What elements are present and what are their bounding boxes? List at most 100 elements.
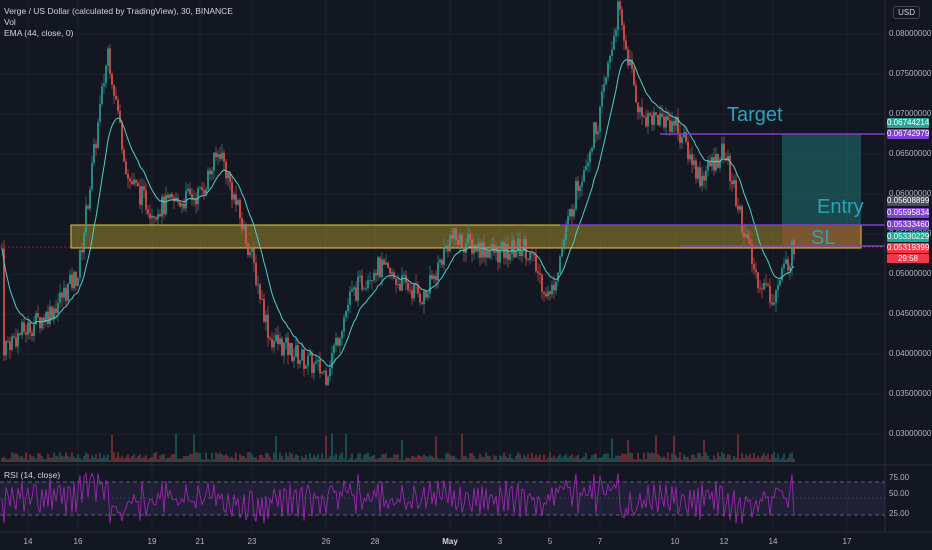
volume-bar xyxy=(599,457,601,462)
volume-bar xyxy=(371,455,373,462)
volume-bar xyxy=(419,455,421,462)
volume-bar xyxy=(279,452,281,462)
date-tick-label: 26 xyxy=(321,537,331,546)
candle-body xyxy=(57,302,59,313)
date-tick-label: 12 xyxy=(719,537,729,546)
candle-body xyxy=(627,49,629,66)
volume-bar xyxy=(681,459,683,462)
volume-bar xyxy=(311,457,313,462)
candle-body xyxy=(229,172,231,183)
candle-body xyxy=(211,170,213,175)
candle-body xyxy=(273,341,275,348)
candle-body xyxy=(651,115,653,125)
candle-body xyxy=(701,175,703,187)
candle-body xyxy=(467,234,469,244)
volume-bar xyxy=(551,457,553,462)
candle-body xyxy=(181,203,183,207)
candle-body xyxy=(773,302,775,305)
volume-bar xyxy=(181,458,183,462)
volume-bar xyxy=(215,452,217,462)
volume-bar xyxy=(179,458,181,462)
volume-bar xyxy=(627,439,629,462)
volume-bar xyxy=(265,452,267,462)
volume-legend[interactable]: Vol xyxy=(4,17,16,27)
candle-body xyxy=(11,336,13,350)
volume-bar xyxy=(581,457,583,462)
candle-body xyxy=(645,117,647,127)
volume-bar xyxy=(37,453,39,462)
volume-bar xyxy=(443,459,445,462)
volume-bar xyxy=(479,453,481,462)
candle-body xyxy=(395,278,397,285)
volume-bar xyxy=(507,457,509,462)
candle-body xyxy=(633,68,635,86)
volume-bar xyxy=(35,458,37,462)
volume-bar xyxy=(113,452,115,462)
price-tick-label: 0.04500000 xyxy=(889,309,932,318)
candle-body xyxy=(753,264,755,270)
volume-bar xyxy=(525,457,527,462)
candle-body xyxy=(109,48,111,74)
volume-bar xyxy=(391,457,393,462)
volume-bar xyxy=(117,452,119,462)
candle-body xyxy=(513,240,515,257)
volume-bar xyxy=(285,452,287,462)
candle-body xyxy=(457,240,459,245)
volume-bar xyxy=(109,459,111,462)
symbol-title[interactable]: Verge / US Dollar (calculated by Trading… xyxy=(4,6,233,16)
volume-bar xyxy=(127,454,129,462)
volume-bar xyxy=(339,454,341,462)
volume-bar xyxy=(685,456,687,462)
volume-bar xyxy=(107,454,109,462)
volume-bar xyxy=(15,452,17,462)
volume-bar xyxy=(457,459,459,462)
entry-annotation[interactable]: Entry xyxy=(817,196,864,218)
candle-body xyxy=(767,284,769,286)
volume-bar xyxy=(149,458,151,462)
volume-bar xyxy=(133,454,135,462)
candle-body xyxy=(99,104,101,123)
candle-body xyxy=(385,262,387,265)
volume-bar xyxy=(469,453,471,462)
volume-bar xyxy=(121,455,123,462)
candle-body xyxy=(9,341,11,350)
volume-bar xyxy=(775,458,777,462)
target-annotation[interactable]: Target xyxy=(727,104,783,126)
candle-body xyxy=(603,84,605,92)
volume-bar xyxy=(757,455,759,462)
volume-bar xyxy=(423,454,425,462)
candle-body xyxy=(529,253,531,260)
currency-button[interactable]: USD xyxy=(893,6,920,19)
candle-body xyxy=(425,291,427,298)
volume-bar xyxy=(487,455,489,462)
volume-bar xyxy=(237,459,239,462)
candle-body xyxy=(183,203,185,209)
volume-bar xyxy=(657,454,659,462)
volume-bar xyxy=(771,454,773,462)
candle-body xyxy=(7,340,9,342)
volume-bar xyxy=(345,433,347,462)
volume-bar xyxy=(751,458,753,462)
volume-bar xyxy=(331,433,333,462)
volume-bar xyxy=(397,454,399,462)
volume-bar xyxy=(27,459,29,462)
volume-bar xyxy=(17,454,19,462)
volume-bar xyxy=(167,458,169,462)
volume-bar xyxy=(183,455,185,462)
candle-body xyxy=(539,273,541,275)
volume-bar xyxy=(693,454,695,462)
date-tick-label: 14 xyxy=(23,537,33,546)
candle-body xyxy=(243,225,245,229)
volume-bar xyxy=(99,453,101,462)
rsi-legend[interactable]: RSI (14, close) xyxy=(4,470,61,480)
ema-legend[interactable]: EMA (44, close, 0) xyxy=(4,28,74,38)
sl-annotation[interactable]: SL xyxy=(811,227,836,249)
chart-legend[interactable]: Verge / US Dollar (calculated by Trading… xyxy=(4,6,233,39)
volume-bar xyxy=(631,452,633,462)
candle-body xyxy=(83,232,85,253)
volume-bar xyxy=(287,456,289,462)
candle-body xyxy=(483,242,485,258)
candle-body xyxy=(543,291,545,294)
volume-bar xyxy=(421,456,423,462)
